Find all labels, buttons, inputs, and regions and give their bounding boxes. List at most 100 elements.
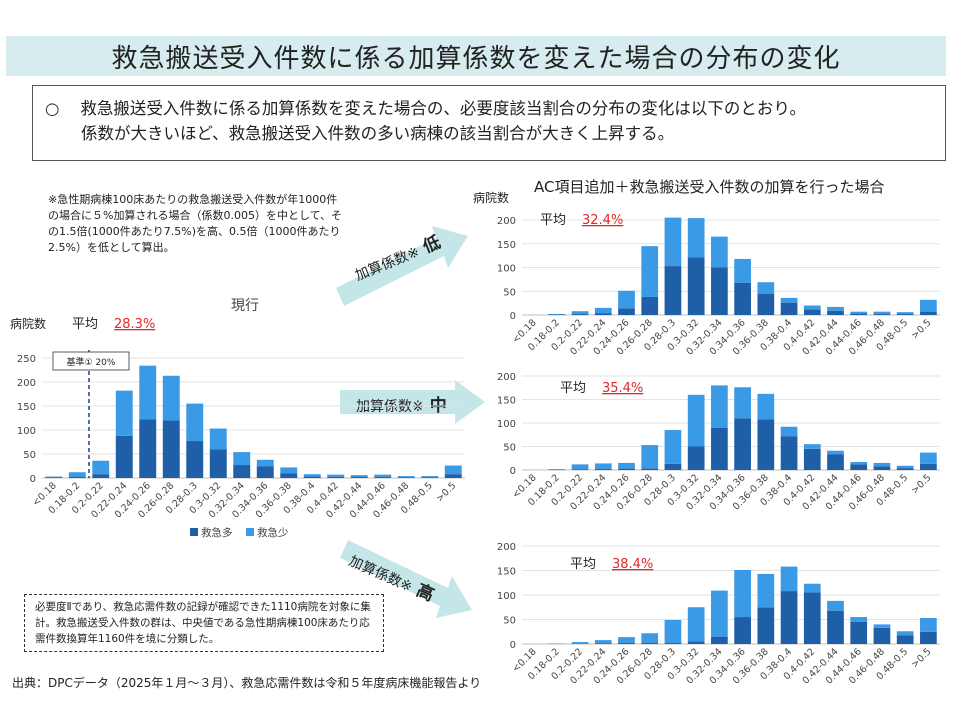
bar-kyukyu-ooi	[873, 314, 891, 315]
y-tick-label: 250	[17, 354, 36, 365]
y-tick-label: 200	[497, 542, 516, 553]
avg-label: 平均	[72, 317, 98, 332]
chart-high: 050100150200<0.180.18-0.20.2-0.220.22-0.…	[497, 542, 940, 686]
bar-kyukyu-sukunai	[209, 428, 227, 450]
avg-label: 平均	[540, 213, 566, 228]
bar-kyukyu-sukunai	[827, 600, 844, 611]
y-tick-label: 50	[503, 287, 516, 298]
baseline-label: 基準① 20%	[67, 356, 116, 368]
y-tick-label: 100	[497, 264, 516, 275]
bar-kyukyu-sukunai	[571, 311, 589, 315]
bar-kyukyu-sukunai	[68, 472, 86, 478]
y-tick-label: 50	[503, 616, 516, 627]
bar-kyukyu-ooi	[780, 302, 798, 315]
bar-kyukyu-ooi	[920, 463, 937, 470]
bar-kyukyu-sukunai	[687, 394, 705, 447]
bar-kyukyu-ooi	[303, 476, 321, 478]
bar-kyukyu-sukunai	[734, 570, 751, 618]
summary-box: ○ 救急搬送受入件数に係る加算係数を変えた場合の、必要度該当割合の分布の変化は以…	[32, 85, 946, 161]
page-title: 救急搬送受入件数に係る加算係数を変えた場合の分布の変化	[111, 43, 841, 74]
coefficient-note: ※急性期病棟100床あたりの救急搬送受入件数が年1000件の場合に５%加算される…	[48, 193, 343, 254]
bar-kyukyu-ooi	[734, 282, 751, 315]
bar-kyukyu-sukunai	[92, 460, 110, 475]
bar-kyukyu-sukunai	[757, 282, 775, 294]
bar-kyukyu-sukunai	[803, 444, 821, 449]
bar-kyukyu-sukunai	[803, 305, 821, 310]
y-tick-label: 200	[17, 378, 36, 389]
avg-value: 28.3%	[114, 317, 155, 332]
bar-kyukyu-ooi	[594, 313, 612, 315]
baseline-box	[52, 351, 130, 371]
bar-kyukyu-sukunai	[757, 393, 775, 420]
avg-value: 35.4%	[602, 381, 643, 396]
bar-kyukyu-sukunai	[734, 387, 751, 419]
bar-kyukyu-ooi	[664, 463, 682, 470]
bar-kyukyu-ooi	[92, 474, 110, 478]
bar-kyukyu-ooi	[850, 464, 868, 470]
bar-kyukyu-ooi	[139, 419, 157, 478]
y-axis-label: 病院数	[10, 316, 46, 331]
bar-kyukyu-sukunai	[711, 590, 728, 637]
bar-kyukyu-sukunai	[374, 474, 392, 478]
y-tick-label: 0	[510, 640, 516, 651]
bar-kyukyu-ooi	[687, 257, 705, 315]
arrow-high	[340, 540, 472, 618]
bar-kyukyu-sukunai	[664, 430, 682, 464]
legend-label-ooi: 救急多	[201, 526, 233, 539]
source-text: 出典：DPCデータ（2025年１月～３月）、救急応需件数は令和５年度病床機能報告…	[12, 676, 482, 690]
y-tick-label: 50	[503, 443, 516, 454]
bar-kyukyu-sukunai	[827, 450, 844, 455]
y-tick-label: 100	[497, 591, 516, 602]
bar-kyukyu-sukunai	[548, 469, 566, 470]
y-tick-label: 150	[17, 402, 36, 413]
bar-kyukyu-sukunai	[827, 306, 844, 311]
bar-kyukyu-sukunai	[618, 290, 635, 309]
bar-kyukyu-ooi	[641, 468, 659, 470]
bar-kyukyu-sukunai	[896, 465, 914, 469]
bar-kyukyu-ooi	[711, 636, 728, 644]
bar-kyukyu-sukunai	[571, 464, 589, 470]
bar-kyukyu-ooi	[641, 643, 659, 644]
legend-label-sukunai: 救急少	[257, 526, 289, 539]
bar-kyukyu-sukunai	[664, 217, 682, 267]
bar-kyukyu-sukunai	[594, 307, 612, 314]
arrow-mid-text: 加算係数※	[356, 399, 424, 415]
bar-kyukyu-sukunai	[896, 312, 914, 315]
bar-kyukyu-ooi	[327, 477, 345, 478]
bar-kyukyu-ooi	[827, 454, 844, 470]
bar-kyukyu-ooi	[780, 591, 798, 644]
bar-kyukyu-sukunai	[803, 583, 821, 593]
bar-kyukyu-ooi	[280, 473, 298, 478]
right-chart-header: AC項目追加＋救急搬送受入件数の加算を行った場合	[534, 178, 885, 196]
chart-current: 050100150200250<0.180.18-0.20.2-0.220.22…	[10, 298, 465, 539]
bar-kyukyu-ooi	[873, 627, 891, 644]
y-tick-label: 100	[497, 419, 516, 430]
bar-kyukyu-ooi	[444, 474, 462, 478]
bar-kyukyu-ooi	[850, 621, 868, 644]
avg-label: 平均	[560, 381, 586, 396]
x-tick-label: >0.5	[909, 646, 933, 670]
chart-mid: 050100150200<0.180.18-0.20.2-0.220.22-0.…	[497, 372, 940, 512]
bar-kyukyu-ooi	[641, 296, 659, 315]
bar-kyukyu-ooi	[896, 468, 914, 470]
y-tick-label: 0	[30, 474, 36, 485]
bar-kyukyu-sukunai	[571, 642, 589, 644]
avg-value: 38.4%	[612, 557, 653, 572]
bar-kyukyu-ooi	[186, 441, 204, 478]
bar-kyukyu-sukunai	[641, 445, 659, 469]
bar-kyukyu-sukunai	[280, 467, 298, 474]
bar-kyukyu-ooi	[734, 418, 751, 470]
bar-kyukyu-sukunai	[186, 403, 204, 442]
bar-kyukyu-sukunai	[139, 365, 157, 420]
bar-kyukyu-ooi	[618, 308, 635, 315]
title-bar: 救急搬送受入件数に係る加算係数を変えた場合の分布の変化	[6, 36, 946, 76]
bar-kyukyu-ooi	[803, 448, 821, 470]
bar-kyukyu-sukunai	[850, 462, 868, 465]
bar-kyukyu-ooi	[571, 314, 589, 315]
bar-kyukyu-sukunai	[734, 258, 751, 283]
bar-kyukyu-ooi	[687, 446, 705, 470]
y-tick-label: 100	[17, 426, 36, 437]
bar-kyukyu-ooi	[115, 435, 133, 478]
bar-kyukyu-ooi	[780, 436, 798, 470]
bar-kyukyu-sukunai	[664, 619, 682, 644]
